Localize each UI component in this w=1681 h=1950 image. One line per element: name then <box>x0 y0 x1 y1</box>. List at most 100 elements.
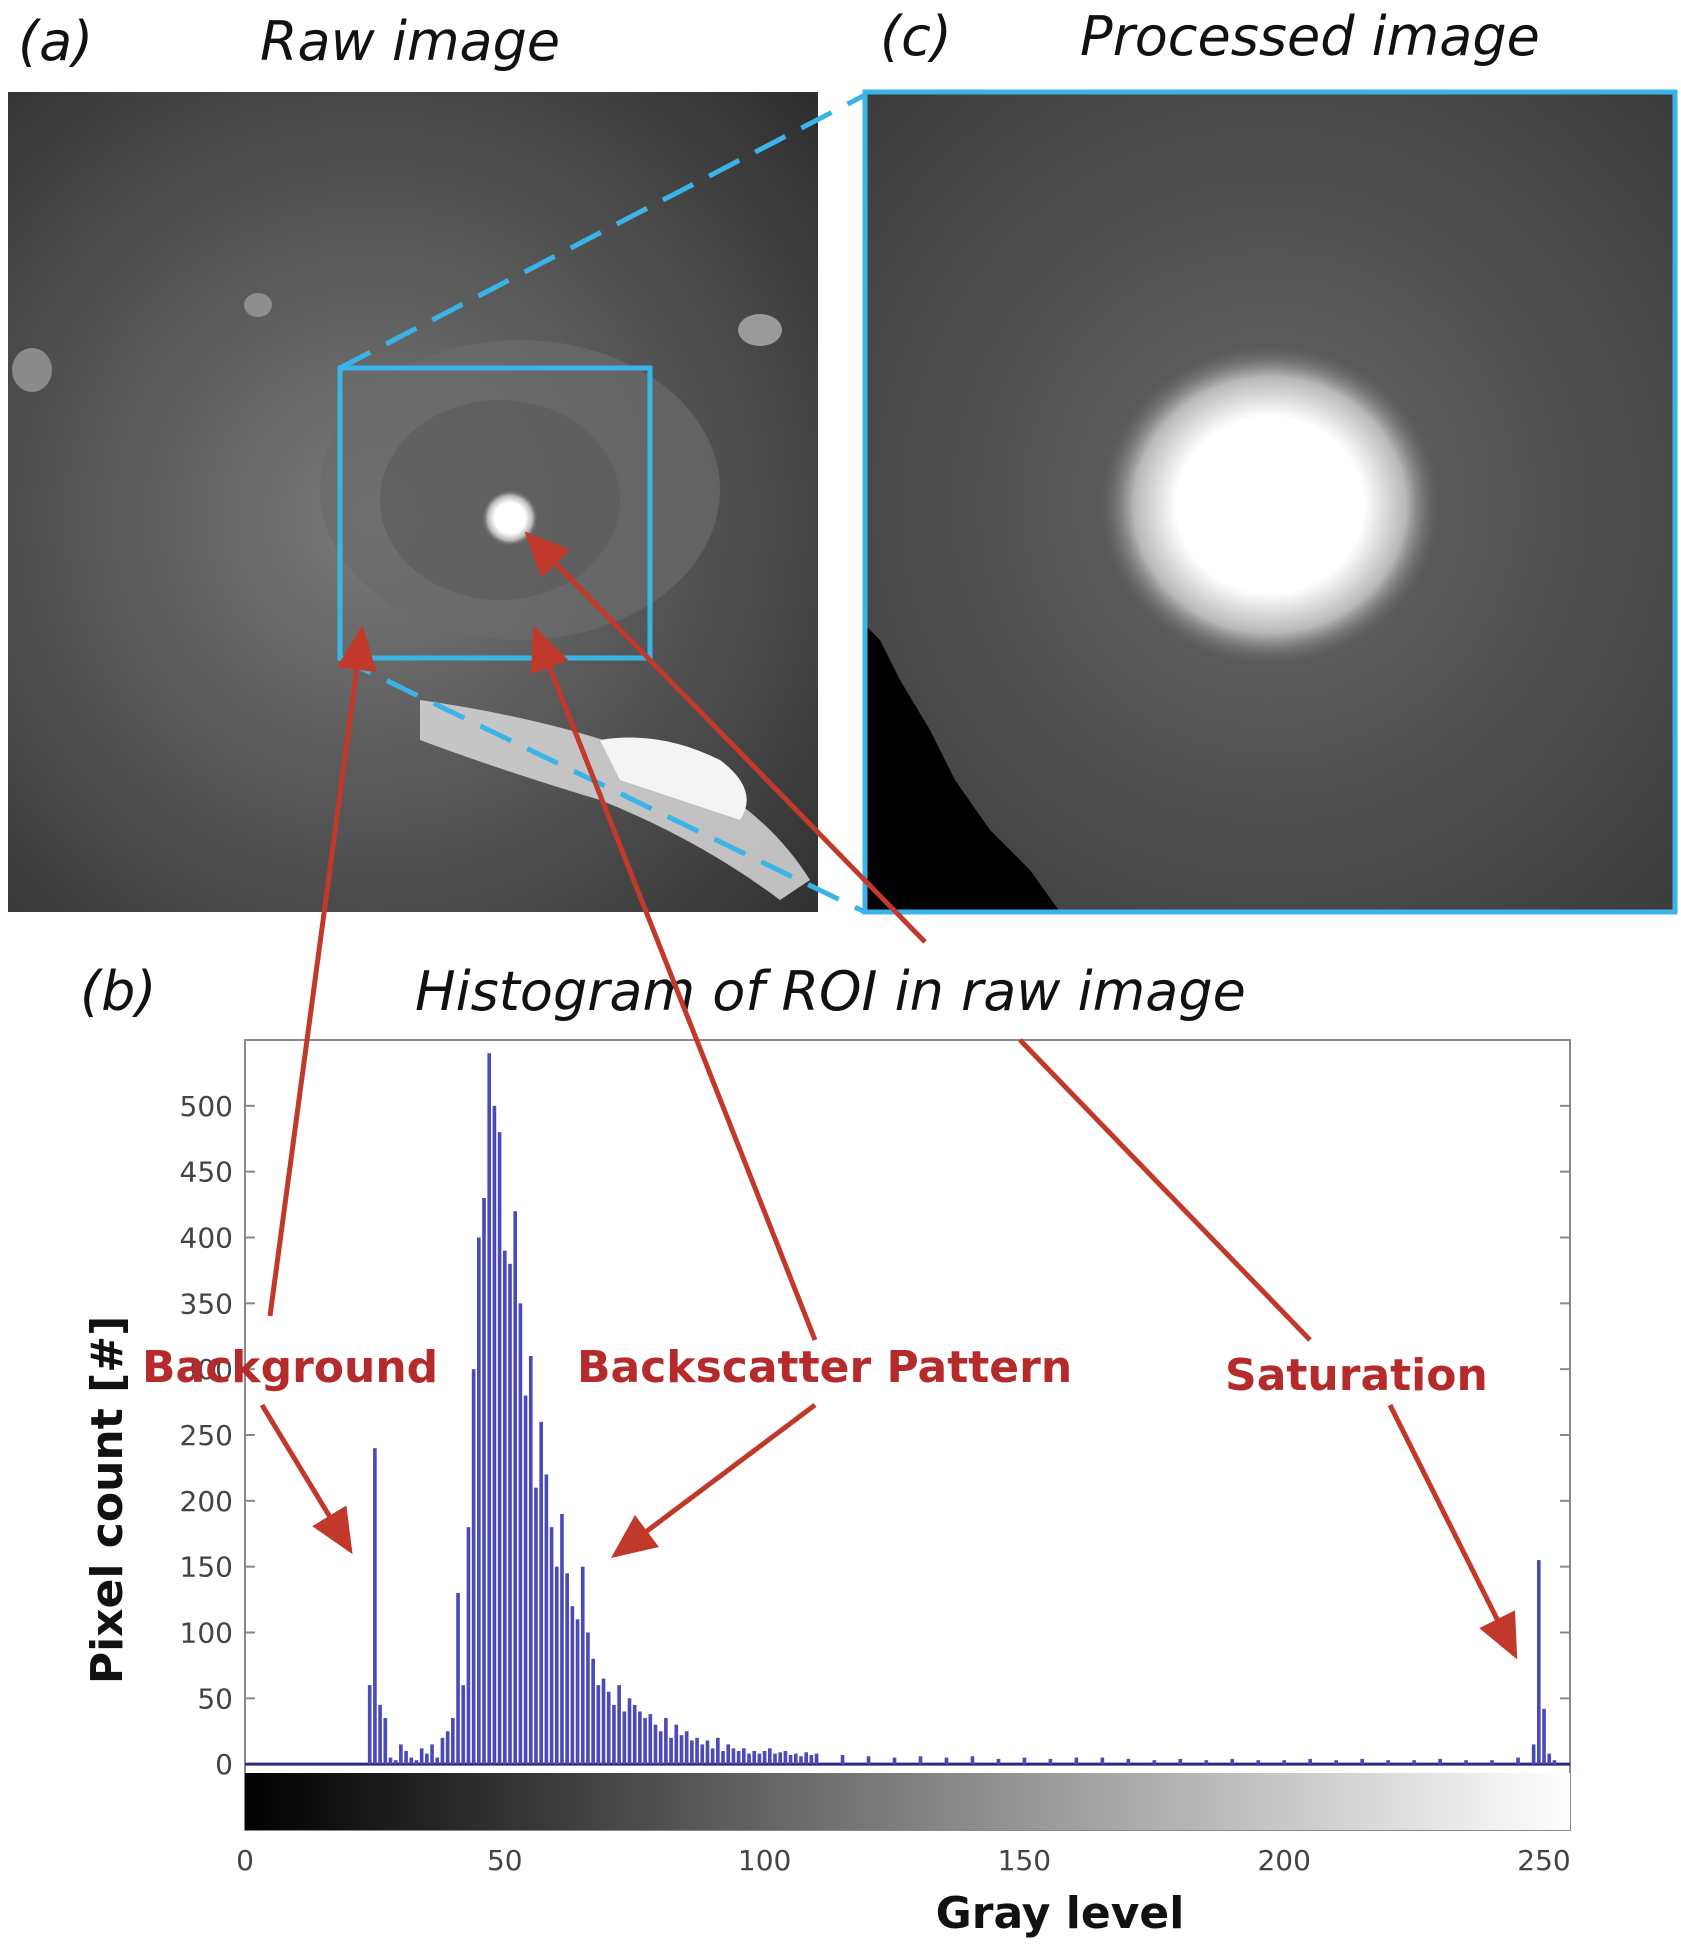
histogram-bar <box>742 1748 746 1765</box>
histogram-bar <box>710 1748 715 1765</box>
histogram-bar <box>1531 1744 1536 1765</box>
histogram-bar <box>643 1718 647 1765</box>
histogram-bar <box>393 1760 398 1765</box>
arrow-saturation-down <box>1387 1403 1518 1660</box>
histogram-bar <box>1126 1758 1131 1765</box>
histogram-bar <box>528 1356 533 1765</box>
y-tick-label: 400 <box>180 1222 233 1255</box>
histogram-bar <box>440 1737 445 1765</box>
histogram-bar <box>477 1237 481 1765</box>
raw-image <box>8 92 818 912</box>
histogram-bar <box>778 1752 783 1765</box>
histogram-bar <box>580 1566 585 1765</box>
histogram-bar <box>435 1757 440 1765</box>
annotation-background: Background <box>142 1342 438 1393</box>
y-tick-label: 300 <box>180 1353 233 1386</box>
histogram-bar <box>430 1744 434 1765</box>
histogram-bar <box>575 1619 580 1765</box>
histogram-bar <box>482 1198 486 1765</box>
y-tick-label: 200 <box>180 1485 233 1518</box>
histogram-bar <box>409 1757 414 1765</box>
histogram-bar <box>996 1758 1001 1765</box>
histogram-bar <box>456 1593 460 1765</box>
histogram-bar <box>788 1754 793 1765</box>
histogram-bar <box>757 1753 762 1765</box>
histogram-bar <box>627 1698 632 1765</box>
histogram-bar <box>632 1704 637 1765</box>
gray-scale-bar <box>245 1773 1570 1830</box>
annotation-backscatter: Backscatter Pattern <box>577 1342 1072 1393</box>
histogram-bar <box>606 1691 611 1765</box>
histogram-bar <box>591 1658 595 1765</box>
histogram-bar <box>518 1303 523 1765</box>
histogram-bar <box>445 1731 450 1765</box>
histogram-bar <box>1152 1760 1157 1765</box>
histogram-bar <box>586 1632 590 1765</box>
histogram-bar <box>565 1573 569 1765</box>
histogram-bar <box>648 1714 653 1765</box>
y-ticks: 0 50 100 150 200 250 300 350 400 450 500 <box>180 1090 1570 1781</box>
histogram-bar <box>809 1754 814 1765</box>
histogram-bar <box>1412 1760 1416 1765</box>
histogram-bar <box>1204 1760 1209 1765</box>
histogram-bar <box>1308 1758 1313 1765</box>
histogram-bar <box>487 1053 492 1765</box>
histogram-bar <box>373 1448 377 1765</box>
histogram-bar <box>451 1718 455 1765</box>
histogram-bar <box>747 1753 751 1765</box>
x-tick-label: 50 <box>487 1844 523 1877</box>
histogram-bar <box>404 1751 408 1765</box>
panel-a-tag: (a) <box>18 10 93 73</box>
arrow-backscatter-up <box>531 625 818 1341</box>
histogram-bar <box>1178 1758 1183 1765</box>
histogram-chart: 0 50 100 150 200 250 300 350 400 450 500 0 50 100 150… <box>82 1039 1571 1939</box>
y-tick-label: 100 <box>180 1617 233 1650</box>
histogram-bar <box>726 1744 731 1765</box>
x-tick-label: 150 <box>998 1844 1051 1877</box>
plot-area <box>244 1039 1571 1831</box>
histogram-bar <box>523 1395 528 1765</box>
histogram-bar <box>534 1487 538 1765</box>
histogram-bar <box>560 1514 564 1765</box>
histogram-bar <box>388 1757 393 1765</box>
histogram-bar <box>425 1753 429 1765</box>
x-axis-label: Gray level <box>936 1888 1185 1939</box>
histogram-bar <box>700 1744 705 1765</box>
panel-c-title: Processed image <box>1080 5 1540 68</box>
histogram-bar <box>1542 1708 1546 1765</box>
histogram-bar <box>570 1606 575 1765</box>
histogram-bar <box>773 1753 777 1765</box>
y-tick-label: 50 <box>197 1682 233 1715</box>
panel-c-tag: (c) <box>880 5 952 68</box>
histogram-bar <box>783 1751 788 1765</box>
histogram-bar <box>549 1527 554 1765</box>
zoom-line-top <box>338 92 867 371</box>
histogram-bar <box>601 1678 606 1765</box>
arrow-saturation-up <box>524 531 927 944</box>
histogram-bar <box>814 1753 819 1765</box>
histogram-bar <box>383 1718 388 1765</box>
arrow-background-up <box>267 625 377 1317</box>
histogram-bar <box>414 1760 419 1765</box>
histogram-bars <box>245 1053 1570 1766</box>
histogram-bar <box>1490 1760 1494 1765</box>
histogram-bar <box>1552 1760 1557 1765</box>
panel-a-title: Raw image <box>260 10 560 73</box>
histogram-bar <box>508 1263 512 1765</box>
histogram-bar <box>767 1748 772 1765</box>
histogram-bar <box>617 1685 621 1765</box>
histogram-bar <box>690 1740 694 1765</box>
histogram-bar <box>378 1704 382 1765</box>
histogram-bar <box>1537 1560 1541 1765</box>
histogram-bar <box>367 1685 372 1765</box>
arrow-background-down <box>259 1403 353 1555</box>
y-tick-label: 350 <box>180 1287 233 1320</box>
histogram-bar <box>544 1474 549 1765</box>
histogram-bar <box>419 1748 424 1765</box>
histogram-bar <box>1230 1758 1235 1765</box>
histogram-bar <box>502 1250 507 1765</box>
histogram-bar <box>695 1737 699 1765</box>
processed-image <box>862 89 1678 915</box>
x-tick-label: 0 <box>236 1844 254 1877</box>
histogram-bar <box>1438 1758 1442 1765</box>
